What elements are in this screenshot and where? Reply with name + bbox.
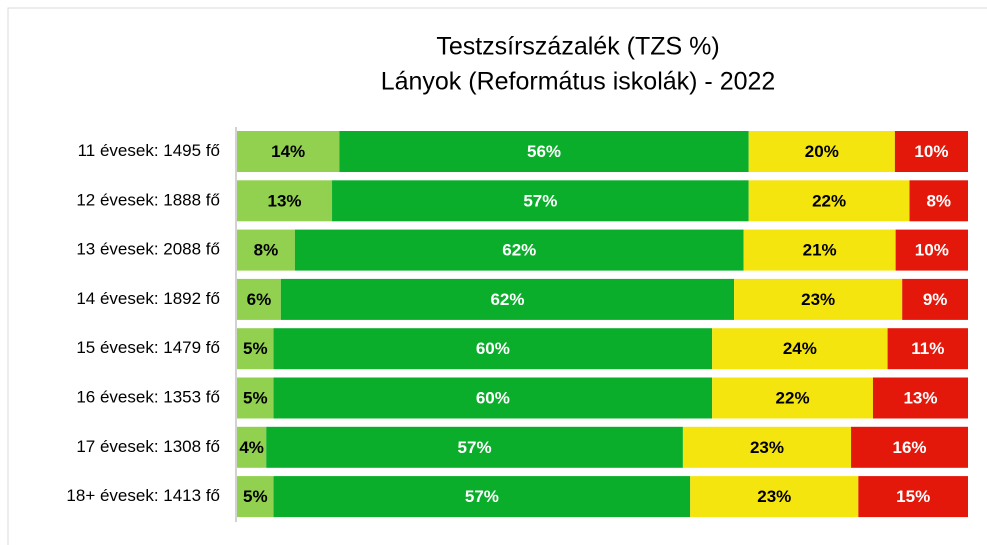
category-label: 16 évesek: 1353 fő bbox=[76, 387, 220, 406]
value-label: 4% bbox=[239, 438, 264, 457]
bar-segment bbox=[851, 426, 968, 468]
bar-segment bbox=[237, 180, 333, 222]
value-label: 8% bbox=[926, 191, 951, 210]
value-label: 14% bbox=[271, 142, 305, 161]
value-label: 62% bbox=[502, 241, 536, 260]
bar-segment bbox=[712, 328, 888, 370]
value-label: 5% bbox=[243, 388, 268, 407]
value-label: 21% bbox=[803, 241, 837, 260]
bar-segment bbox=[682, 426, 852, 468]
bar-segment bbox=[895, 229, 968, 271]
chart-subtitle: Lányok (Református iskolák) - 2022 bbox=[381, 68, 776, 96]
bar-segment bbox=[294, 229, 744, 271]
value-label: 62% bbox=[490, 290, 524, 309]
category-label: 11 évesek: 1495 fő bbox=[78, 141, 220, 160]
bar-segment bbox=[872, 377, 968, 419]
bar-segment bbox=[237, 377, 274, 419]
value-label: 20% bbox=[805, 142, 839, 161]
bar-segment bbox=[237, 426, 267, 468]
value-label: 24% bbox=[783, 339, 817, 358]
value-label: 5% bbox=[243, 487, 268, 506]
bar-segment bbox=[887, 328, 968, 370]
value-label: 60% bbox=[476, 388, 510, 407]
category-label: 12 évesek: 1888 fő bbox=[76, 190, 220, 209]
bar-segment bbox=[734, 278, 903, 320]
bar-segment bbox=[902, 278, 968, 320]
value-label: 13% bbox=[267, 191, 301, 210]
value-label: 57% bbox=[458, 438, 492, 457]
chart-title: Testzsírszázalék (TZS %) bbox=[436, 33, 719, 61]
category-label: 13 évesek: 2088 fő bbox=[76, 240, 220, 259]
bar-segment bbox=[237, 476, 274, 518]
value-label: 11% bbox=[911, 339, 944, 358]
value-label: 13% bbox=[903, 388, 937, 407]
value-label: 57% bbox=[523, 191, 557, 210]
chart-border bbox=[7, 7, 987, 545]
value-label: 23% bbox=[757, 487, 791, 506]
bar-segment bbox=[266, 426, 683, 468]
value-label: 5% bbox=[243, 339, 268, 358]
bar-segment bbox=[748, 131, 895, 172]
category-label: 15 évesek: 1479 fő bbox=[76, 338, 220, 357]
value-label: 15% bbox=[896, 487, 930, 506]
bar-segment bbox=[339, 131, 749, 172]
bar-segment bbox=[280, 278, 735, 320]
bar-segment bbox=[894, 131, 968, 172]
value-label: 60% bbox=[476, 339, 510, 358]
value-label: 16% bbox=[893, 438, 927, 457]
category-label: 17 évesek: 1308 fő bbox=[76, 437, 220, 456]
bar-segment bbox=[273, 377, 713, 419]
value-label: 22% bbox=[776, 388, 810, 407]
bar-segment bbox=[690, 476, 859, 518]
value-label: 6% bbox=[247, 290, 272, 309]
value-label: 9% bbox=[923, 290, 948, 309]
value-label: 22% bbox=[812, 191, 846, 210]
bar-segment bbox=[743, 229, 896, 271]
category-label: 18+ évesek: 1413 fő bbox=[66, 486, 220, 505]
bar-segment bbox=[858, 476, 968, 518]
value-label: 10% bbox=[914, 142, 948, 161]
bar-segment bbox=[273, 476, 691, 518]
value-label: 56% bbox=[527, 142, 561, 161]
value-label: 23% bbox=[750, 438, 784, 457]
bar-segment bbox=[712, 377, 873, 419]
category-label: 14 évesek: 1892 fő bbox=[76, 289, 220, 308]
bar-segment bbox=[237, 131, 340, 172]
bar-segment bbox=[332, 180, 749, 222]
value-label: 10% bbox=[915, 241, 949, 260]
value-label: 57% bbox=[465, 487, 499, 506]
bar-segment bbox=[237, 278, 281, 320]
bar-segment bbox=[237, 328, 274, 370]
bar-segment bbox=[748, 180, 910, 222]
value-label: 23% bbox=[801, 290, 835, 309]
bar-segment bbox=[273, 328, 713, 370]
bar-segment bbox=[909, 180, 968, 222]
value-label: 8% bbox=[254, 241, 279, 260]
bar-segment bbox=[237, 229, 295, 271]
